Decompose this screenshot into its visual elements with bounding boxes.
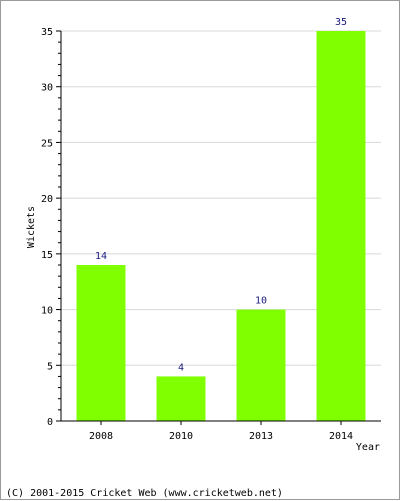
y-axis-title: Wickets	[26, 206, 37, 248]
x-axis-title: Year	[356, 442, 380, 453]
y-tick-label: 25	[41, 138, 53, 149]
x-tick-label: 2010	[169, 431, 193, 442]
y-tick-label: 35	[41, 27, 53, 38]
data-label: 35	[335, 17, 347, 28]
data-labels: 14 4 10 35	[95, 17, 347, 373]
x-tick-label: 2008	[89, 431, 113, 442]
x-ticks: 2008 2010 2013 2014	[89, 421, 353, 442]
axes	[60, 31, 381, 422]
y-ticks: 0 5 10 15 20 25 30 35	[41, 27, 61, 428]
bars	[76, 31, 366, 421]
x-tick-label: 2013	[249, 431, 273, 442]
copyright-footer: (C) 2001-2015 Cricket Web (www.cricketwe…	[6, 488, 283, 499]
data-label: 4	[178, 362, 184, 373]
bar-2014	[316, 31, 366, 421]
y-tick-label: 5	[47, 361, 53, 372]
bar-2013	[236, 309, 286, 421]
bar-2008	[76, 265, 126, 421]
x-tick-label: 2014	[329, 431, 353, 442]
y-tick-label: 0	[47, 417, 53, 428]
y-tick-label: 10	[41, 306, 53, 317]
data-label: 14	[95, 251, 107, 262]
y-tick-label: 15	[41, 250, 53, 261]
data-label: 10	[255, 296, 267, 307]
bar-2010	[156, 376, 206, 421]
y-tick-label: 30	[41, 83, 53, 94]
y-tick-label: 20	[41, 194, 53, 205]
